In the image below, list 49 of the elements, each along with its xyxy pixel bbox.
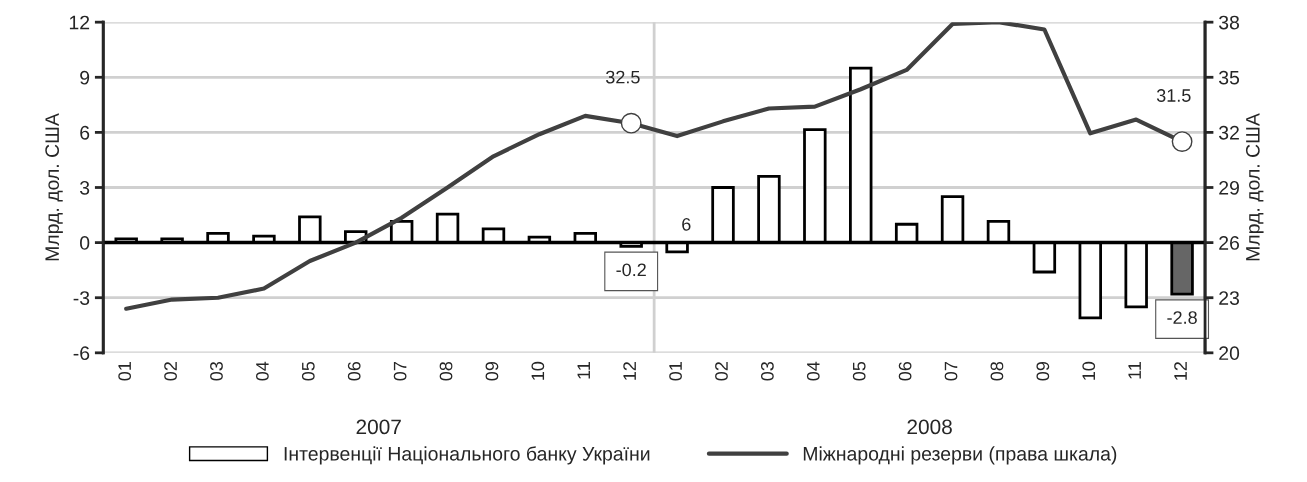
x-tick-label: 10 <box>531 361 545 380</box>
y-tick-label: -6 <box>73 346 90 361</box>
y2-axis-title: Млрд. дол. США <box>1245 113 1264 261</box>
y-tick-label: 12 <box>69 15 90 30</box>
x-tick-label: 03 <box>760 361 774 381</box>
data-label: -2.8 <box>1167 311 1197 324</box>
annotation: 6 <box>682 217 691 231</box>
x-tick-label: 07 <box>944 362 958 381</box>
y2-tick-label: 32 <box>1218 125 1239 140</box>
text: 2007 <box>356 419 401 435</box>
y2-tick-label: 26 <box>1219 236 1240 250</box>
y-tick-label: -3 <box>73 291 90 305</box>
y-tick-label: 3 <box>79 180 90 195</box>
y-tick-label: 9 <box>80 70 90 85</box>
y-tick-label: 6 <box>80 125 90 140</box>
x-tick-label: 03 <box>210 361 223 381</box>
data-label: -0.2 <box>616 263 646 277</box>
x-tick-label: 08 <box>990 361 1004 381</box>
y2-tick-label: 35 <box>1218 70 1240 85</box>
text: 2008 <box>907 419 952 435</box>
data-label: 32.5 <box>605 70 640 84</box>
x-tick-label: 07 <box>393 362 407 381</box>
x-tick-label: 04 <box>806 361 820 381</box>
x-tick-label: 05 <box>852 361 866 381</box>
x-tick-label: 11 <box>577 362 590 379</box>
y-axis-title: Млрд. дол. США <box>45 113 63 261</box>
x-tick-label: 05 <box>301 361 315 381</box>
x-tick-label: 11 <box>1128 362 1141 379</box>
x-tick-label: 12 <box>1174 362 1187 380</box>
x-tick-label: 12 <box>623 362 636 380</box>
y2-tick-label: 23 <box>1219 291 1240 305</box>
legend-label: Інтервенції Національного банку України <box>284 446 650 465</box>
x-tick-label: 01 <box>669 362 682 381</box>
y-tick-label: 0 <box>80 236 90 250</box>
y2-tick-label: 29 <box>1219 180 1239 195</box>
x-tick-label: 06 <box>347 361 361 381</box>
y2-tick-label: 38 <box>1218 15 1240 30</box>
x-tick-label: 01 <box>118 362 132 381</box>
x-tick-label: 02 <box>715 362 728 381</box>
x-tick-label: 08 <box>439 361 453 381</box>
x-tick-label: 09 <box>485 362 499 381</box>
x-tick-label: 06 <box>898 361 912 381</box>
data-label: 31.5 <box>1156 89 1191 102</box>
legend-label: Міжнародні резерви (права шкала) <box>803 446 1117 465</box>
x-tick-label: 02 <box>164 362 177 381</box>
x-tick-label: 10 <box>1082 361 1096 380</box>
x-tick-label: 04 <box>255 361 269 381</box>
x-tick-label: 09 <box>1036 362 1050 381</box>
y2-tick-label: 20 <box>1219 346 1240 361</box>
